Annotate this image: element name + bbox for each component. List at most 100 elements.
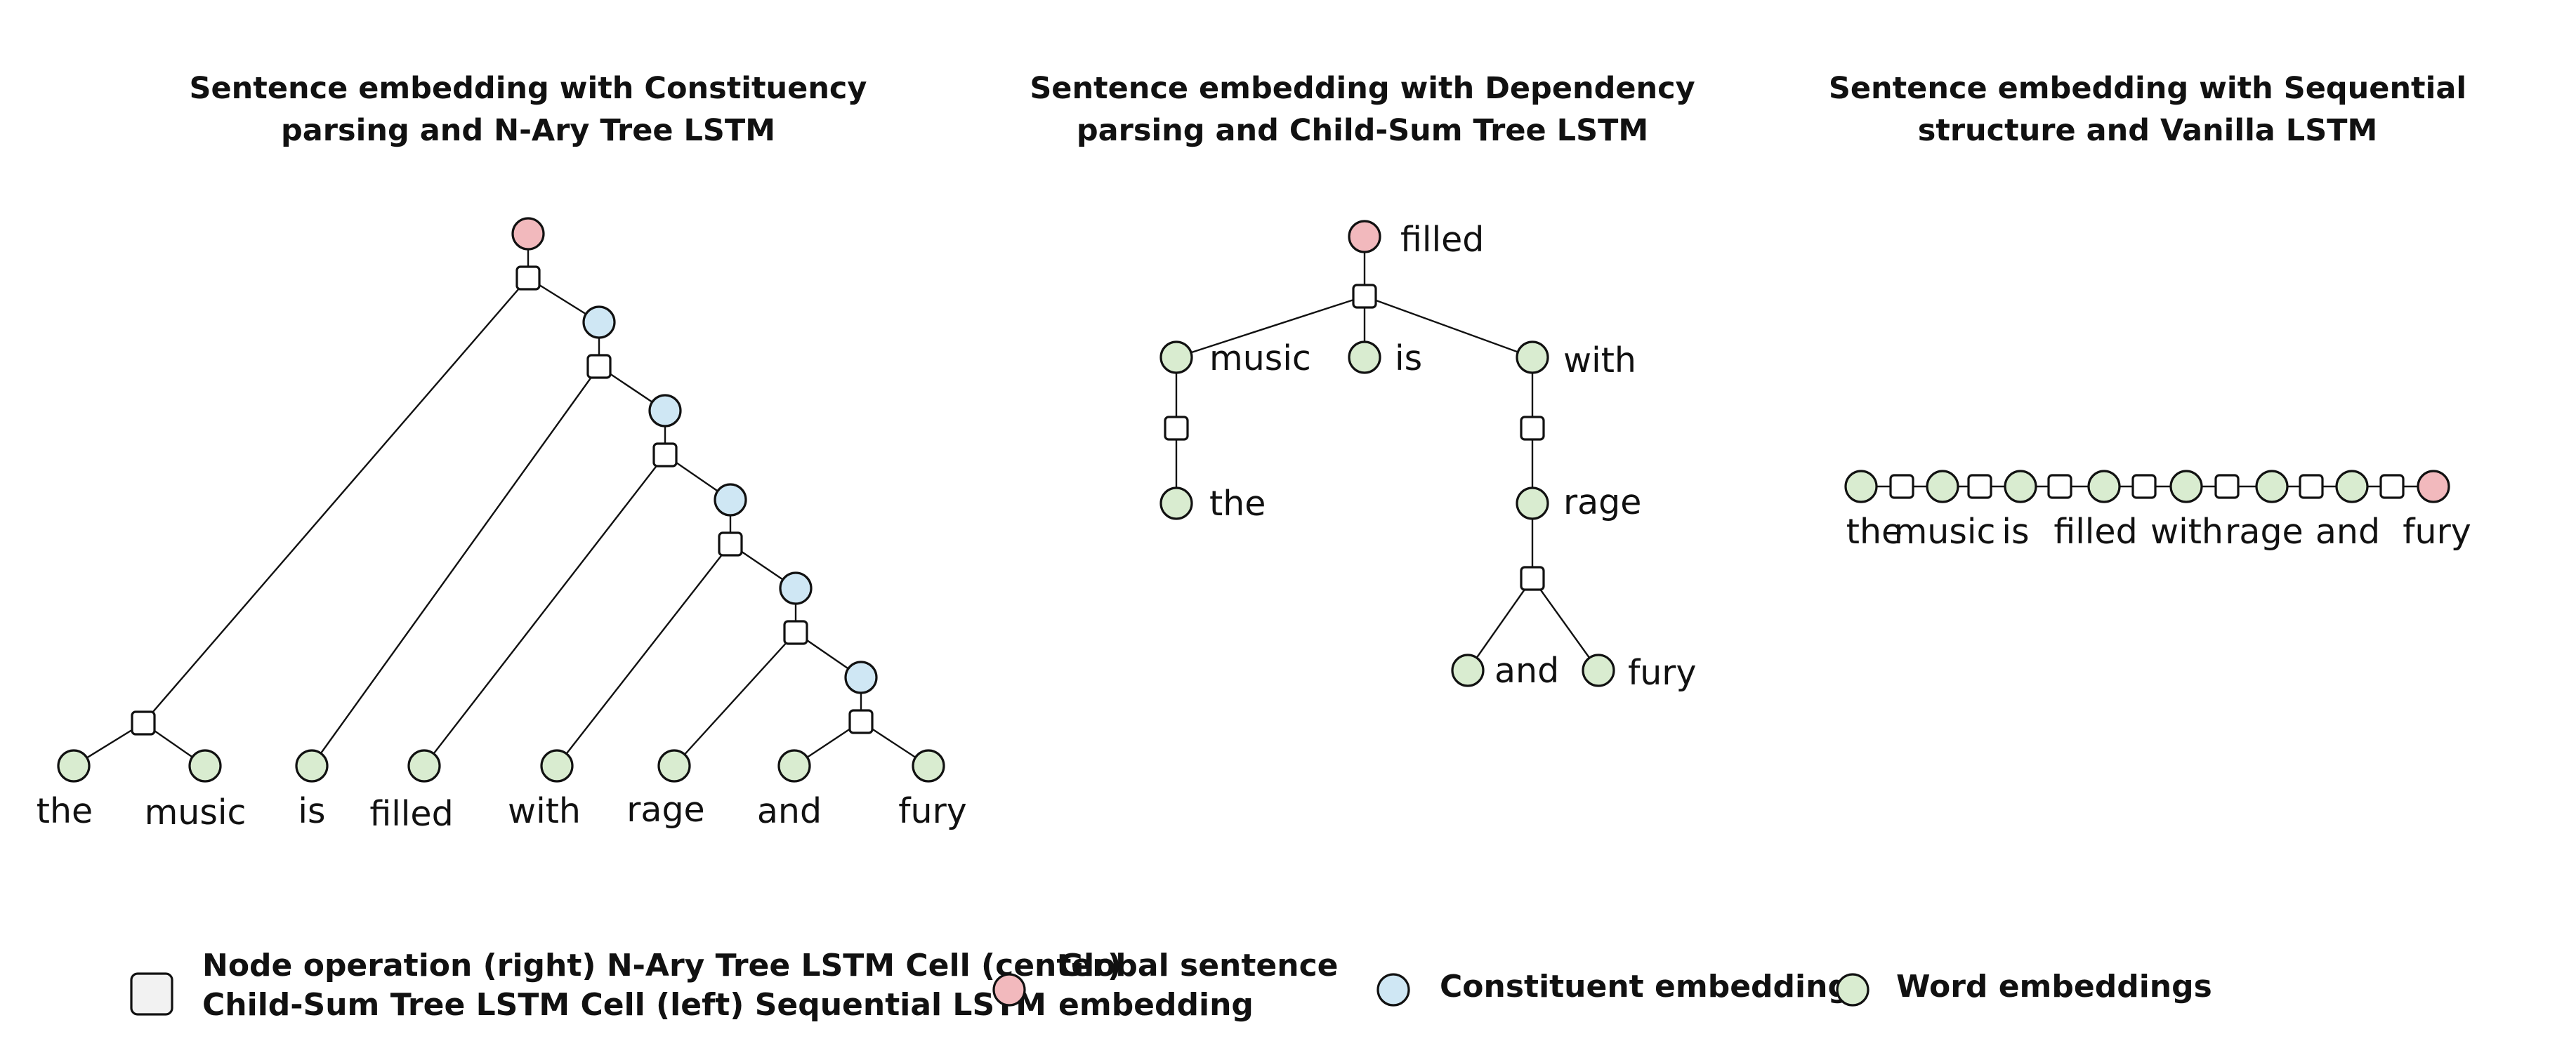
word-label: rage: [2225, 512, 2303, 552]
node-operation-box: [2299, 474, 2324, 499]
legend-constituent-text: Constituent embeddings: [1440, 969, 1868, 1005]
word-node: [57, 749, 91, 783]
edge-line: [673, 632, 796, 767]
word-label: music: [1894, 512, 1996, 552]
node-operation-box: [1967, 474, 1992, 499]
node-operation-box: [1520, 566, 1545, 591]
word-node: [657, 749, 691, 783]
word-node: [1844, 470, 1878, 503]
word-node: [1451, 654, 1485, 687]
word-label: rage: [626, 790, 704, 830]
word-node: [2004, 470, 2037, 503]
edge-line: [143, 277, 529, 724]
word-node: [295, 749, 329, 783]
word-node: [1159, 486, 1193, 520]
node-operation-box: [515, 265, 541, 291]
word-label: and: [2315, 512, 2380, 552]
word-label: with: [1563, 340, 1636, 380]
panel-dependency: Sentence embedding with Dependency parsin…: [1030, 71, 1696, 693]
word-label: rage: [1563, 482, 1641, 522]
node-operation-box: [783, 620, 808, 645]
panel-title-line-2: parsing and N-Ary Tree LSTM: [281, 113, 775, 148]
edge-line: [423, 454, 666, 767]
node-operation-box: [586, 354, 612, 379]
word-node: [1926, 470, 1959, 503]
node-operation-box: [1520, 416, 1545, 441]
word-node: [1159, 340, 1193, 374]
global-sentence-node: [1348, 220, 1381, 253]
constituent-node: [648, 394, 682, 428]
word-node: [777, 749, 811, 783]
node-operation-box: [1889, 474, 1914, 499]
node-operation-box: [131, 710, 156, 736]
edge-line: [1532, 578, 1599, 671]
legend: Node operation (right) N-Ary Tree LSTM C…: [130, 948, 2212, 1023]
constituent-node: [714, 483, 747, 517]
legend-op-square-icon: [130, 972, 173, 1016]
word-label: is: [1395, 338, 1422, 378]
edge-line: [1467, 578, 1533, 671]
word-node: [1582, 654, 1615, 687]
node-operation-box: [652, 442, 678, 468]
word-label: with: [508, 791, 581, 831]
word-node: [2335, 470, 2369, 503]
edge-line: [556, 543, 731, 767]
constituent-node: [582, 305, 616, 339]
node-operation-box: [2379, 474, 2405, 499]
legend-op-text-line-2: Child-Sum Tree LSTM Cell (left) Sequenti…: [202, 987, 1046, 1023]
word-node: [407, 749, 441, 783]
panel-title-line-1: Sentence embedding with Sequential: [1829, 71, 2466, 106]
word-node: [2169, 470, 2203, 503]
node-operation-box: [2131, 474, 2157, 499]
word-label: is: [2002, 512, 2029, 552]
word-node: [1348, 340, 1381, 374]
word-label: music: [145, 793, 247, 833]
word-label: music: [1209, 338, 1311, 378]
legend-op-text-line-1: Node operation (right) N-Ary Tree LSTM C…: [202, 948, 1122, 983]
panel-sequential: Sentence embedding with Sequential struct…: [1829, 71, 2471, 552]
legend-global-text-line-1: Global sentence: [1058, 948, 1339, 983]
panel-title-line-1: Sentence embedding with Constituency: [190, 71, 867, 106]
global-sentence-node: [2417, 470, 2450, 503]
constituent-node: [779, 571, 813, 605]
node-operation-box: [1352, 284, 1377, 309]
word-node: [1516, 340, 1549, 374]
word-label: and: [1494, 651, 1559, 691]
panel-title-line-2: structure and Vanilla LSTM: [1918, 113, 2378, 148]
word-label: fury: [898, 791, 966, 831]
panel-title-line-1: Sentence embedding with Dependency: [1030, 71, 1695, 106]
node-operation-box: [718, 531, 743, 557]
word-label: fury: [2403, 512, 2471, 552]
constituent-node: [844, 661, 878, 694]
node-operation-box: [848, 709, 874, 734]
word-label: filled: [369, 794, 453, 834]
word-node: [2255, 470, 2289, 503]
global-sentence-node: [511, 217, 545, 251]
word-node: [1516, 486, 1549, 520]
edge-line: [311, 366, 600, 767]
node-operation-box: [2214, 474, 2240, 499]
word-label: the: [37, 791, 93, 831]
legend-word-circle-icon: [1836, 973, 1869, 1007]
node-operation-box: [2047, 474, 2072, 499]
word-label: and: [757, 791, 822, 831]
panel-constituency: Sentence embedding with Constituency pars…: [37, 71, 967, 834]
word-label: the: [1846, 512, 1903, 552]
word-node: [540, 749, 574, 783]
edge-line: [1364, 295, 1533, 359]
legend-global-circle-icon: [992, 973, 1026, 1007]
legend-constituent-circle-icon: [1376, 973, 1410, 1007]
word-label: filled: [1400, 220, 1484, 260]
word-label: fury: [1628, 653, 1696, 693]
word-label: is: [298, 791, 325, 831]
word-label: filled: [2053, 512, 2137, 552]
legend-word-text: Word embeddings: [1896, 969, 2212, 1005]
panel-title-line-2: parsing and Child-Sum Tree LSTM: [1077, 113, 1648, 148]
word-node: [2087, 470, 2121, 503]
edge-line: [1176, 295, 1365, 359]
legend-global-text-line-2: embedding: [1058, 987, 1254, 1023]
word-node: [912, 749, 945, 783]
word-label: with: [2150, 512, 2223, 552]
node-operation-box: [1164, 416, 1189, 441]
